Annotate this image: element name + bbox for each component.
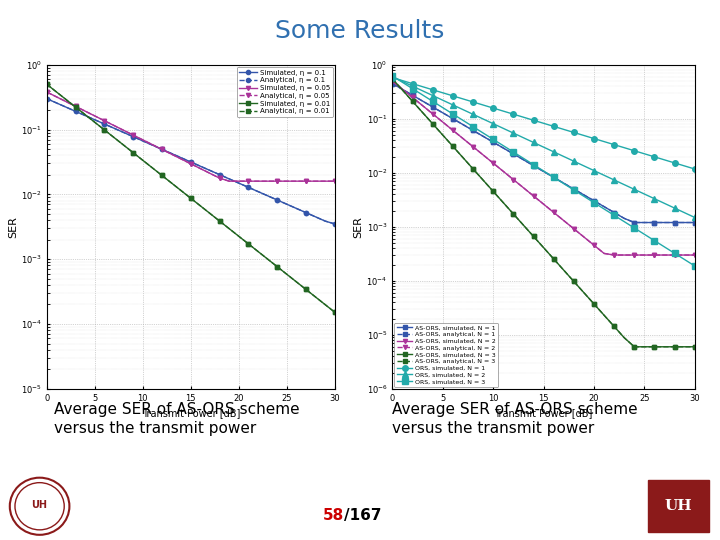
Y-axis label: SER: SER: [354, 216, 364, 238]
Text: Some Results: Some Results: [275, 19, 445, 43]
Y-axis label: SER: SER: [8, 216, 18, 238]
Legend: AS-ORS, simulated, N = 1, AS-ORS, analytical, N = 1, AS-ORS, simulated, N = 2, A: AS-ORS, simulated, N = 1, AS-ORS, analyt…: [395, 322, 498, 387]
Text: 58: 58: [323, 508, 344, 523]
Text: UH: UH: [665, 500, 693, 513]
Legend: Simulated, η = 0.1, Analytical, η = 0.1, Simulated, η = 0.05, Analytical, η = 0.: Simulated, η = 0.1, Analytical, η = 0.1,…: [237, 67, 333, 117]
X-axis label: Transmit Power [dB]: Transmit Power [dB]: [142, 408, 240, 418]
Text: UH: UH: [32, 500, 48, 510]
Text: Average SER of AS-ORS scheme
versus the transmit power: Average SER of AS-ORS scheme versus the …: [392, 402, 638, 436]
Text: /167: /167: [344, 508, 382, 523]
X-axis label: Transmit Power [dB]: Transmit Power [dB]: [495, 408, 593, 418]
Text: Average SER of AS-ORS scheme
versus the transmit power: Average SER of AS-ORS scheme versus the …: [54, 402, 300, 436]
FancyBboxPatch shape: [648, 480, 709, 532]
